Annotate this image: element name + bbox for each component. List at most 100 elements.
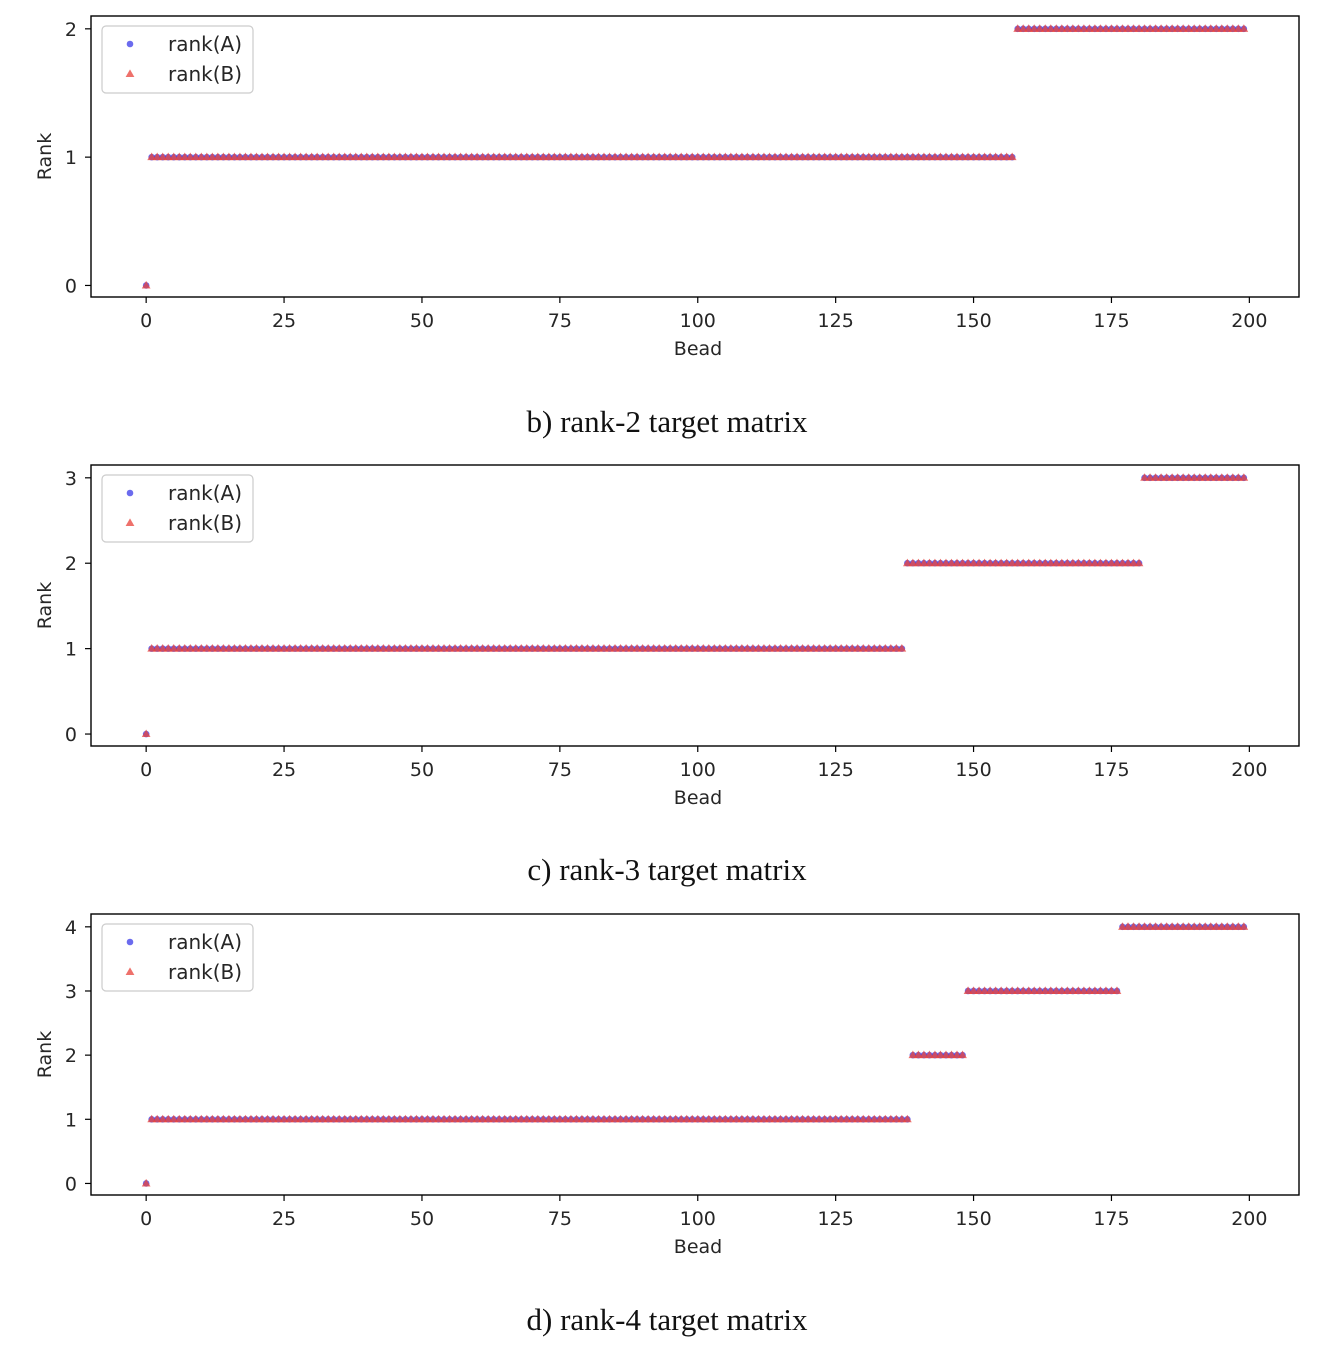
data-point <box>340 1114 350 1123</box>
legend-marker-triangle-icon <box>125 69 135 77</box>
data-point <box>318 644 328 652</box>
x-tick-label: 75 <box>548 759 572 781</box>
data-point <box>891 152 901 161</box>
data-point <box>1040 558 1050 567</box>
data-point <box>345 644 355 652</box>
data-point <box>185 1114 195 1123</box>
data-point <box>516 644 526 652</box>
data-point <box>1162 473 1171 481</box>
data-point <box>737 644 747 652</box>
data-point <box>511 152 521 161</box>
data-point <box>516 152 526 161</box>
x-axis-label: Bead <box>674 338 722 360</box>
x-tick-label: 75 <box>548 1208 572 1230</box>
y-tick-label: 3 <box>65 981 77 1003</box>
data-point <box>864 152 874 161</box>
data-point <box>665 152 675 161</box>
data-point <box>908 1050 918 1059</box>
y-tick-label: 0 <box>65 724 77 746</box>
data-point <box>257 1114 267 1123</box>
x-tick-label: 100 <box>680 310 716 332</box>
data-point <box>202 644 212 652</box>
legend-box <box>101 474 254 543</box>
legend: rank(A) rank(B) <box>101 923 254 992</box>
data-point <box>903 152 912 161</box>
data-point <box>472 152 482 161</box>
data-point <box>412 1114 421 1123</box>
data-point <box>1222 922 1232 930</box>
data-point <box>367 1114 377 1123</box>
data-point <box>1189 922 1199 930</box>
series-rank-a <box>142 474 1248 738</box>
series-rank-b <box>141 922 1249 1187</box>
data-point <box>1068 986 1078 994</box>
data-point <box>450 1114 460 1123</box>
data-point <box>555 644 565 652</box>
legend-label: rank(A) <box>168 32 242 56</box>
data-point <box>1062 24 1072 32</box>
data-point <box>494 1114 504 1123</box>
data-point <box>1085 986 1094 994</box>
data-point <box>776 152 785 161</box>
data-point <box>516 1114 526 1123</box>
data-point <box>869 1114 879 1123</box>
x-tick-label: 200 <box>1231 1208 1267 1230</box>
data-point <box>163 1114 173 1123</box>
data-point <box>456 1114 465 1123</box>
data-point <box>1002 152 1012 161</box>
data-point <box>1145 922 1155 930</box>
data-point <box>1195 922 1205 930</box>
y-tick-label: 2 <box>65 19 77 41</box>
data-point <box>417 152 427 161</box>
data-point <box>406 152 416 161</box>
data-point <box>406 1114 416 1123</box>
data-point <box>1024 24 1034 32</box>
data-point <box>1217 473 1227 481</box>
data-point <box>246 644 256 652</box>
data-point <box>219 644 228 652</box>
data-point <box>726 152 736 161</box>
data-point <box>505 152 515 161</box>
data-point <box>274 152 283 161</box>
data-point <box>825 152 835 161</box>
data-point <box>538 1114 548 1123</box>
data-point <box>864 644 874 652</box>
data-point <box>809 644 818 652</box>
series-rank-b <box>141 24 1249 289</box>
data-point <box>798 1114 807 1123</box>
data-point <box>241 152 250 161</box>
data-point <box>930 558 940 567</box>
data-point <box>1239 922 1249 930</box>
data-point <box>185 152 195 161</box>
data-point <box>1189 24 1199 32</box>
data-point <box>770 152 780 161</box>
x-axis-label: Bead <box>674 1236 722 1258</box>
data-point <box>356 644 366 652</box>
data-point <box>478 644 487 652</box>
x-tick-label: 25 <box>272 310 296 332</box>
data-point <box>1046 986 1056 994</box>
data-point <box>1134 558 1144 567</box>
data-point <box>825 644 835 652</box>
data-point <box>621 644 631 652</box>
data-point <box>820 644 829 652</box>
data-point <box>489 152 499 161</box>
data-point <box>991 558 1000 567</box>
data-point <box>682 152 692 161</box>
data-point <box>257 152 267 161</box>
data-point <box>1118 24 1127 32</box>
data-point <box>434 1114 443 1123</box>
data-point <box>947 558 956 567</box>
x-tick-label: 125 <box>818 1208 854 1230</box>
data-point <box>660 152 670 161</box>
data-point <box>1079 986 1089 994</box>
data-point <box>583 1114 592 1123</box>
data-point <box>196 152 206 161</box>
data-point <box>814 152 824 161</box>
data-point <box>1013 558 1023 567</box>
data-point <box>296 644 305 652</box>
data-point <box>732 644 741 652</box>
data-point <box>577 152 587 161</box>
data-point <box>1151 24 1160 32</box>
data-point <box>952 1050 962 1059</box>
